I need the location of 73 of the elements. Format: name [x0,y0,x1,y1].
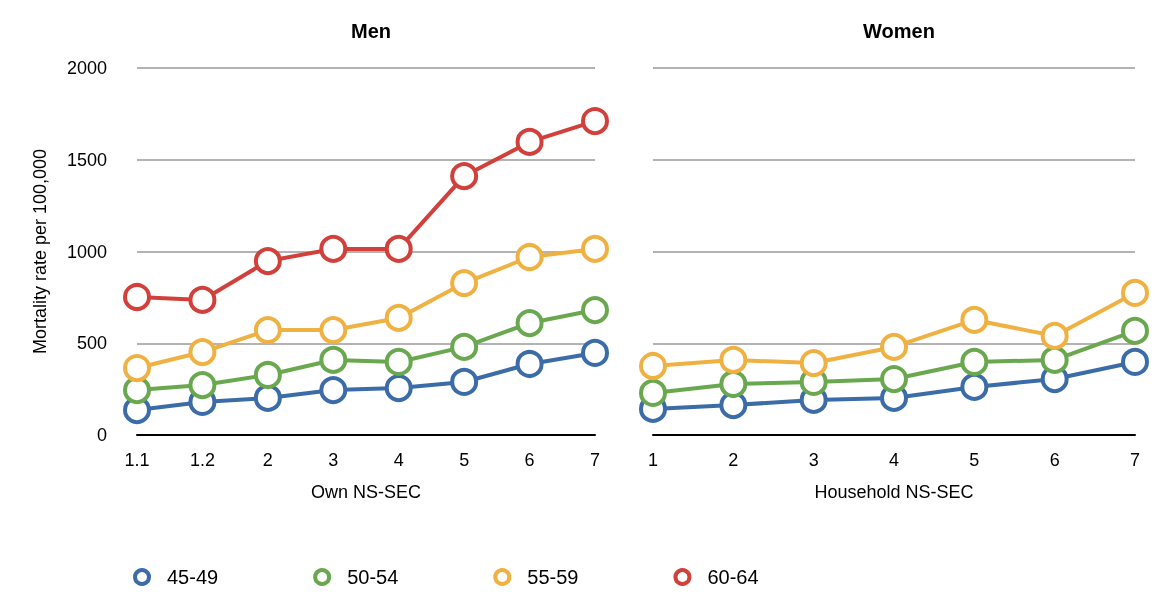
chart-title: Women [863,20,935,42]
point [880,365,908,394]
point [581,234,609,263]
legend-label: 45-49 [167,566,219,588]
y-tick-label: 0 [96,425,107,445]
y-tick-label: 1000 [66,241,107,262]
x-tick-label: 2 [262,450,273,470]
x-tick-label: 5 [969,450,980,470]
x-tick-label: 1 [647,450,659,470]
x-tick-label: 7 [1129,450,1141,470]
point [1040,345,1069,374]
point [581,296,609,325]
chart-title: Men [351,20,391,42]
x-tick-label: 6 [1049,450,1060,470]
y-tick-label: 2000 [66,58,107,78]
point [384,374,413,403]
point [515,127,544,156]
point [515,243,544,271]
legend-label: 60-64 [707,566,759,588]
x-axis-title: Own NS-SEC [310,482,422,502]
point [188,371,217,400]
point [319,316,348,345]
point [799,349,828,378]
point [719,345,748,374]
x-tick-label: 6 [524,450,535,470]
point [1040,321,1069,350]
legend-label: 55-59 [527,566,579,588]
point [450,269,479,298]
point [123,354,151,383]
point [188,338,217,367]
point [719,369,748,398]
point [880,332,908,361]
point [384,303,413,332]
x-axis-title: Household NS-SEC [814,482,974,502]
point [253,361,282,389]
y-tick-label: 500 [76,333,107,354]
point [319,234,348,263]
x-tick-label: 4 [888,450,900,470]
x-tick-label: 1.1 [124,450,150,470]
point [515,309,544,338]
point [1121,347,1149,376]
point [960,372,989,401]
y-axis-title: Mortality rate per 100,000 [30,148,50,355]
point [639,352,667,380]
point [1121,316,1149,345]
point [123,376,151,405]
x-tick-label: 5 [459,450,470,470]
point [384,234,413,263]
point [253,247,282,276]
point [319,376,348,405]
legend-label: 50-54 [347,566,399,588]
x-tick-label: 1.2 [189,450,215,470]
point [581,107,609,136]
point [450,162,479,191]
x-tick-label: 7 [589,450,601,470]
x-tick-label: 2 [728,450,739,470]
x-tick-label: 4 [393,450,404,470]
x-tick-label: 3 [328,450,339,470]
point [960,347,989,376]
y-tick-label: 1500 [66,149,107,170]
point [639,378,667,407]
point [450,332,479,361]
point [319,345,348,374]
point [450,367,479,396]
point [581,338,609,367]
point [960,305,989,334]
point [384,347,413,376]
x-tick-label: 3 [808,450,819,470]
point [123,283,151,311]
point [253,316,282,345]
point [515,349,544,378]
point [188,285,217,314]
point [1121,278,1149,307]
